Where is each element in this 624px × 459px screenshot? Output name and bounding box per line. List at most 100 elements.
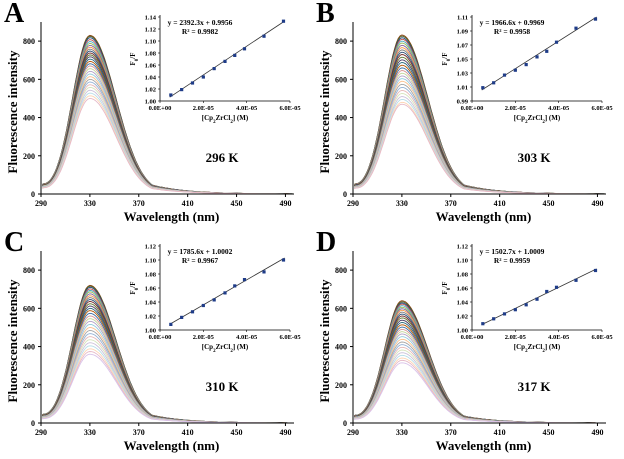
x-tick-label: 330 xyxy=(84,199,96,208)
x-tick-label: 370 xyxy=(445,428,457,437)
inset-y-tick-label: 1.04 xyxy=(145,74,157,81)
spectrum-curve xyxy=(354,72,606,195)
inset-fit-line xyxy=(169,20,285,98)
inset-x-tick-label: 0.0E+00 xyxy=(461,105,484,112)
spectrum-curve xyxy=(354,352,606,424)
chart-b: 0 200 400 600 800 290 330 370 410 450 490 Wavelengt… xyxy=(317,14,613,224)
spectrum-curve xyxy=(354,103,606,195)
x-tick-label: 290 xyxy=(35,428,47,437)
spectrum-curve xyxy=(42,37,294,195)
temperature-label: 303 K xyxy=(518,150,552,165)
inset-y-tick-label: 1.00 xyxy=(145,98,156,105)
spectrum-curve xyxy=(42,41,294,195)
y-tick-label: 400 xyxy=(335,343,347,352)
inset-data-point xyxy=(492,317,496,321)
panel-c: 0 200 400 600 800 290 330 370 410 450 490 Wavelengt… xyxy=(0,227,312,458)
inset-x-tick-label: 6.0E-05 xyxy=(279,334,301,341)
inset-y-tick-label: 1.10 xyxy=(145,38,156,45)
inset-x-tick-label: 0.0E+00 xyxy=(149,105,172,112)
spectrum-curve xyxy=(354,75,606,195)
y-tick-label: 0 xyxy=(31,419,35,428)
inset-y-tick-label: 1.00 xyxy=(145,327,156,334)
x-tick-label: 450 xyxy=(231,199,243,208)
inset-data-point xyxy=(524,303,528,307)
inset-plot: 1.00 1.02 1.04 1.06 1.08 1.10 1.12 0.0E+00 2.0E-… xyxy=(441,243,613,353)
y-tick-label: 0 xyxy=(343,190,347,199)
x-tick-label: 290 xyxy=(347,428,359,437)
spectrum-curve xyxy=(354,67,606,195)
inset-data-point xyxy=(502,312,507,316)
y-tick-label: 200 xyxy=(335,381,347,390)
inset-y-axis-label: F0/F xyxy=(441,52,452,65)
inset-data-point xyxy=(502,73,507,77)
inset-data-point xyxy=(545,289,549,294)
inset-data-point xyxy=(481,322,485,326)
y-tick-label: 800 xyxy=(23,266,35,275)
spectrum-curve xyxy=(42,353,294,424)
inset-plot: 0.99 1.01 1.03 1.05 1.07 1.09 1.11 0.0E+00 2.0E-… xyxy=(441,14,613,124)
spectrum-curve xyxy=(354,344,606,424)
inset-data-point xyxy=(545,49,549,53)
inset-y-axis-label: F0/F xyxy=(129,52,140,65)
spectrum-curve xyxy=(354,54,606,195)
inset-y-tick-label: 1.12 xyxy=(145,243,156,250)
spectrum-curve xyxy=(42,345,294,424)
inset-y-tick-label: 0.99 xyxy=(457,98,469,105)
inset-r-squared: R² = 0.9959 xyxy=(494,256,531,265)
spectrum-curve xyxy=(42,326,294,424)
inset-data-point xyxy=(554,285,559,289)
spectrum-curve xyxy=(354,80,606,195)
x-axis-label: Wavelength (nm) xyxy=(436,438,532,453)
inset-data-point xyxy=(223,291,227,295)
inset-x-tick-label: 6.0E-05 xyxy=(591,334,613,341)
inset-x-tick-label: 6.0E-05 xyxy=(591,105,613,112)
spectrum-curve xyxy=(42,330,294,424)
y-tick-label: 600 xyxy=(335,304,347,313)
spectrum-curve xyxy=(354,328,606,424)
inset-data-point xyxy=(190,81,195,85)
inset-equation: y = 1785.6x + 1.0002 xyxy=(168,247,233,256)
spectrum-curve xyxy=(354,86,606,195)
inset-x-tick-label: 4.0E-05 xyxy=(548,105,570,112)
inset-data-point xyxy=(180,315,184,319)
inset-data-point xyxy=(169,93,173,97)
inset-x-tick-label: 6.0E-05 xyxy=(279,105,301,112)
inset-y-tick-label: 1.04 xyxy=(457,299,469,306)
inset-data-point xyxy=(201,303,205,308)
inset-x-tick-label: 2.0E-05 xyxy=(193,105,215,112)
panel-label-d: D xyxy=(316,227,337,258)
spectrum-curve xyxy=(42,339,294,424)
y-tick-label: 600 xyxy=(23,75,35,84)
inset-data-point xyxy=(574,278,578,282)
inset-data-point xyxy=(492,81,496,85)
inset-data-point xyxy=(554,40,559,44)
inset-y-tick-label: 1.00 xyxy=(457,327,468,334)
spectrum-curve xyxy=(354,338,606,424)
x-tick-label: 410 xyxy=(494,199,506,208)
inset-data-point xyxy=(513,68,517,72)
spectrum-curve xyxy=(354,333,606,424)
inset-data-point xyxy=(212,298,216,302)
inset-data-point xyxy=(201,75,205,79)
spectrum-curve xyxy=(354,362,606,424)
spectrum-curve xyxy=(42,54,294,195)
y-tick-label: 200 xyxy=(23,152,35,161)
spectrum-curve xyxy=(42,50,294,195)
x-tick-label: 370 xyxy=(133,199,145,208)
y-tick-label: 0 xyxy=(343,419,347,428)
inset-data-point xyxy=(281,258,286,262)
x-tick-label: 490 xyxy=(591,428,603,437)
spectrum-curve xyxy=(42,42,294,195)
spectrum-curve xyxy=(354,98,606,195)
spectrum-curve xyxy=(354,78,606,195)
spectrum-curve xyxy=(354,47,606,195)
spectrum-curve xyxy=(354,64,606,195)
spectrum-curve xyxy=(42,65,294,195)
temperature-label: 296 K xyxy=(206,150,240,165)
y-tick-label: 800 xyxy=(23,37,35,46)
inset-y-tick-label: 1.11 xyxy=(457,14,468,21)
inset-plot: 1.00 1.02 1.04 1.06 1.08 1.10 1.12 1.14 0.0E+00 2… xyxy=(129,14,301,124)
temperature-label: 317 K xyxy=(518,379,552,394)
spectrum-curve xyxy=(354,49,606,195)
inset-data-point xyxy=(242,278,247,282)
